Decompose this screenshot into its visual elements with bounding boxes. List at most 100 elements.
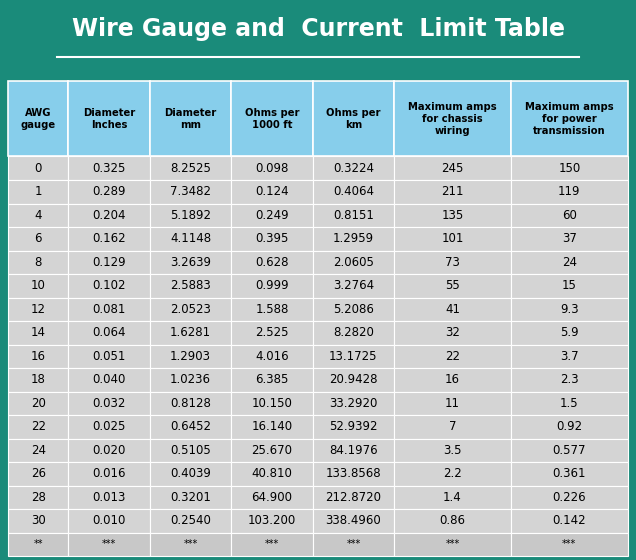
Bar: [150, 462, 232, 486]
Text: 0.129: 0.129: [92, 256, 126, 269]
Text: 0.020: 0.020: [92, 444, 126, 457]
Bar: [69, 180, 150, 203]
Text: 1.2903: 1.2903: [170, 350, 211, 363]
Bar: [8, 274, 69, 297]
Text: 33.2920: 33.2920: [329, 397, 378, 410]
Text: 18: 18: [31, 374, 46, 386]
Text: 1.6281: 1.6281: [170, 326, 211, 339]
Bar: [69, 81, 150, 156]
Text: 338.4960: 338.4960: [326, 515, 381, 528]
Text: 10: 10: [31, 279, 46, 292]
Bar: [394, 156, 511, 180]
Text: Maximum amps
for power
transmission: Maximum amps for power transmission: [525, 101, 614, 136]
Bar: [232, 321, 313, 344]
Bar: [232, 180, 313, 203]
Text: 0.628: 0.628: [255, 256, 289, 269]
Bar: [511, 297, 628, 321]
Bar: [511, 415, 628, 438]
Text: 4.1148: 4.1148: [170, 232, 211, 245]
Bar: [150, 438, 232, 462]
Bar: [394, 438, 511, 462]
Text: 73: 73: [445, 256, 460, 269]
Bar: [313, 509, 394, 533]
Bar: [232, 438, 313, 462]
Bar: [511, 486, 628, 509]
Bar: [69, 533, 150, 556]
Bar: [313, 368, 394, 391]
Bar: [69, 438, 150, 462]
Text: 1: 1: [34, 185, 42, 198]
Bar: [8, 203, 69, 227]
Bar: [313, 415, 394, 438]
Text: 16: 16: [31, 350, 46, 363]
Bar: [511, 81, 628, 156]
Bar: [69, 415, 150, 438]
Bar: [8, 180, 69, 203]
Text: 0.102: 0.102: [92, 279, 126, 292]
Bar: [8, 250, 69, 274]
Text: 0.395: 0.395: [255, 232, 289, 245]
Bar: [232, 227, 313, 250]
Bar: [394, 486, 511, 509]
Text: 0.999: 0.999: [255, 279, 289, 292]
Text: 0.081: 0.081: [92, 303, 126, 316]
Text: 24: 24: [562, 256, 577, 269]
Bar: [394, 533, 511, 556]
Bar: [150, 533, 232, 556]
Text: 37: 37: [562, 232, 577, 245]
Text: 0.204: 0.204: [92, 209, 126, 222]
Bar: [232, 509, 313, 533]
Bar: [511, 368, 628, 391]
Bar: [232, 368, 313, 391]
Bar: [8, 533, 69, 556]
Text: 119: 119: [558, 185, 581, 198]
Bar: [232, 81, 313, 156]
Text: 22: 22: [31, 421, 46, 433]
Text: 5.9: 5.9: [560, 326, 579, 339]
Text: 2.0523: 2.0523: [170, 303, 211, 316]
Text: 2.5883: 2.5883: [170, 279, 211, 292]
Text: 150: 150: [558, 162, 581, 175]
Bar: [8, 156, 69, 180]
Bar: [313, 156, 394, 180]
Bar: [8, 462, 69, 486]
Text: 0.5105: 0.5105: [170, 444, 211, 457]
Text: 16: 16: [445, 374, 460, 386]
Bar: [232, 462, 313, 486]
Text: Ohms per
1000 ft: Ohms per 1000 ft: [245, 108, 299, 130]
Bar: [69, 462, 150, 486]
Text: 5.1892: 5.1892: [170, 209, 211, 222]
Bar: [8, 391, 69, 415]
Text: 0.577: 0.577: [553, 444, 586, 457]
Bar: [394, 368, 511, 391]
Text: 0.010: 0.010: [92, 515, 126, 528]
Bar: [394, 415, 511, 438]
Text: 0.013: 0.013: [92, 491, 126, 504]
Text: 40.810: 40.810: [252, 468, 293, 480]
Text: 2.3: 2.3: [560, 374, 579, 386]
Bar: [313, 297, 394, 321]
Text: 4.016: 4.016: [255, 350, 289, 363]
Text: Wire Gauge and  Current  Limit Table: Wire Gauge and Current Limit Table: [71, 17, 565, 41]
Text: 0.86: 0.86: [439, 515, 466, 528]
Text: 0.8128: 0.8128: [170, 397, 211, 410]
Text: 3.2639: 3.2639: [170, 256, 211, 269]
Text: 3.7: 3.7: [560, 350, 579, 363]
Bar: [232, 156, 313, 180]
Text: 0.051: 0.051: [92, 350, 126, 363]
Text: 0.142: 0.142: [553, 515, 586, 528]
Bar: [150, 274, 232, 297]
Bar: [69, 321, 150, 344]
Bar: [8, 227, 69, 250]
Text: 133.8568: 133.8568: [326, 468, 381, 480]
Bar: [150, 81, 232, 156]
Text: ***: ***: [445, 539, 460, 549]
Text: 84.1976: 84.1976: [329, 444, 378, 457]
Bar: [150, 156, 232, 180]
Bar: [511, 227, 628, 250]
Bar: [150, 368, 232, 391]
Bar: [8, 438, 69, 462]
Text: 25.670: 25.670: [251, 444, 293, 457]
Text: 0.6452: 0.6452: [170, 421, 211, 433]
Text: 5.2086: 5.2086: [333, 303, 374, 316]
